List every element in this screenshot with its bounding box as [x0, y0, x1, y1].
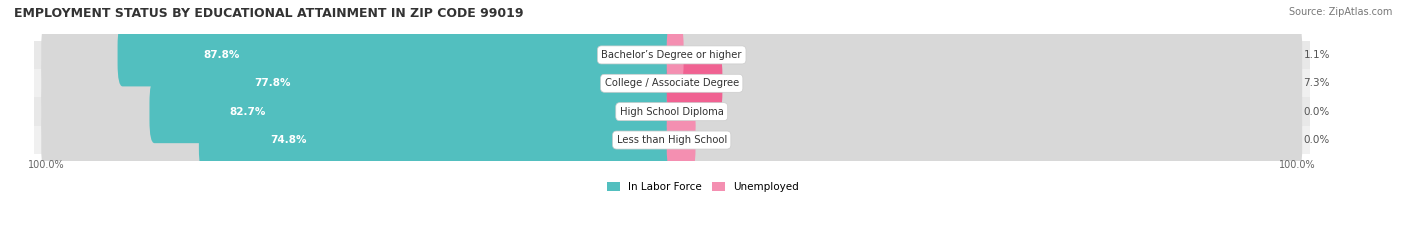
Legend: In Labor Force, Unemployed: In Labor Force, Unemployed [607, 182, 799, 192]
Text: College / Associate Degree: College / Associate Degree [605, 78, 738, 88]
FancyBboxPatch shape [666, 24, 1302, 86]
Text: 1.1%: 1.1% [1303, 50, 1330, 60]
FancyBboxPatch shape [180, 52, 676, 115]
Text: 0.0%: 0.0% [1303, 135, 1330, 145]
FancyBboxPatch shape [666, 24, 683, 86]
Bar [34, 126, 1310, 154]
Bar [34, 97, 1310, 126]
FancyBboxPatch shape [666, 109, 1302, 171]
FancyBboxPatch shape [666, 109, 696, 171]
Text: 87.8%: 87.8% [204, 50, 239, 60]
FancyBboxPatch shape [118, 24, 676, 86]
Text: High School Diploma: High School Diploma [620, 107, 724, 117]
FancyBboxPatch shape [41, 80, 676, 143]
Text: Less than High School: Less than High School [617, 135, 727, 145]
Text: Source: ZipAtlas.com: Source: ZipAtlas.com [1288, 7, 1392, 17]
FancyBboxPatch shape [666, 52, 723, 115]
Text: Bachelor’s Degree or higher: Bachelor’s Degree or higher [602, 50, 742, 60]
FancyBboxPatch shape [666, 80, 1302, 143]
FancyBboxPatch shape [41, 24, 676, 86]
Text: 100.0%: 100.0% [28, 161, 65, 171]
FancyBboxPatch shape [149, 80, 676, 143]
Bar [34, 69, 1310, 97]
Text: 7.3%: 7.3% [1303, 78, 1330, 88]
FancyBboxPatch shape [198, 109, 676, 171]
FancyBboxPatch shape [666, 80, 696, 143]
FancyBboxPatch shape [41, 52, 676, 115]
Text: 100.0%: 100.0% [1279, 161, 1316, 171]
Text: 0.0%: 0.0% [1303, 107, 1330, 117]
FancyBboxPatch shape [666, 52, 1302, 115]
Bar [34, 41, 1310, 69]
Text: 77.8%: 77.8% [254, 78, 291, 88]
Text: EMPLOYMENT STATUS BY EDUCATIONAL ATTAINMENT IN ZIP CODE 99019: EMPLOYMENT STATUS BY EDUCATIONAL ATTAINM… [14, 7, 523, 20]
FancyBboxPatch shape [41, 109, 676, 171]
Text: 82.7%: 82.7% [229, 107, 266, 117]
Text: 74.8%: 74.8% [270, 135, 307, 145]
